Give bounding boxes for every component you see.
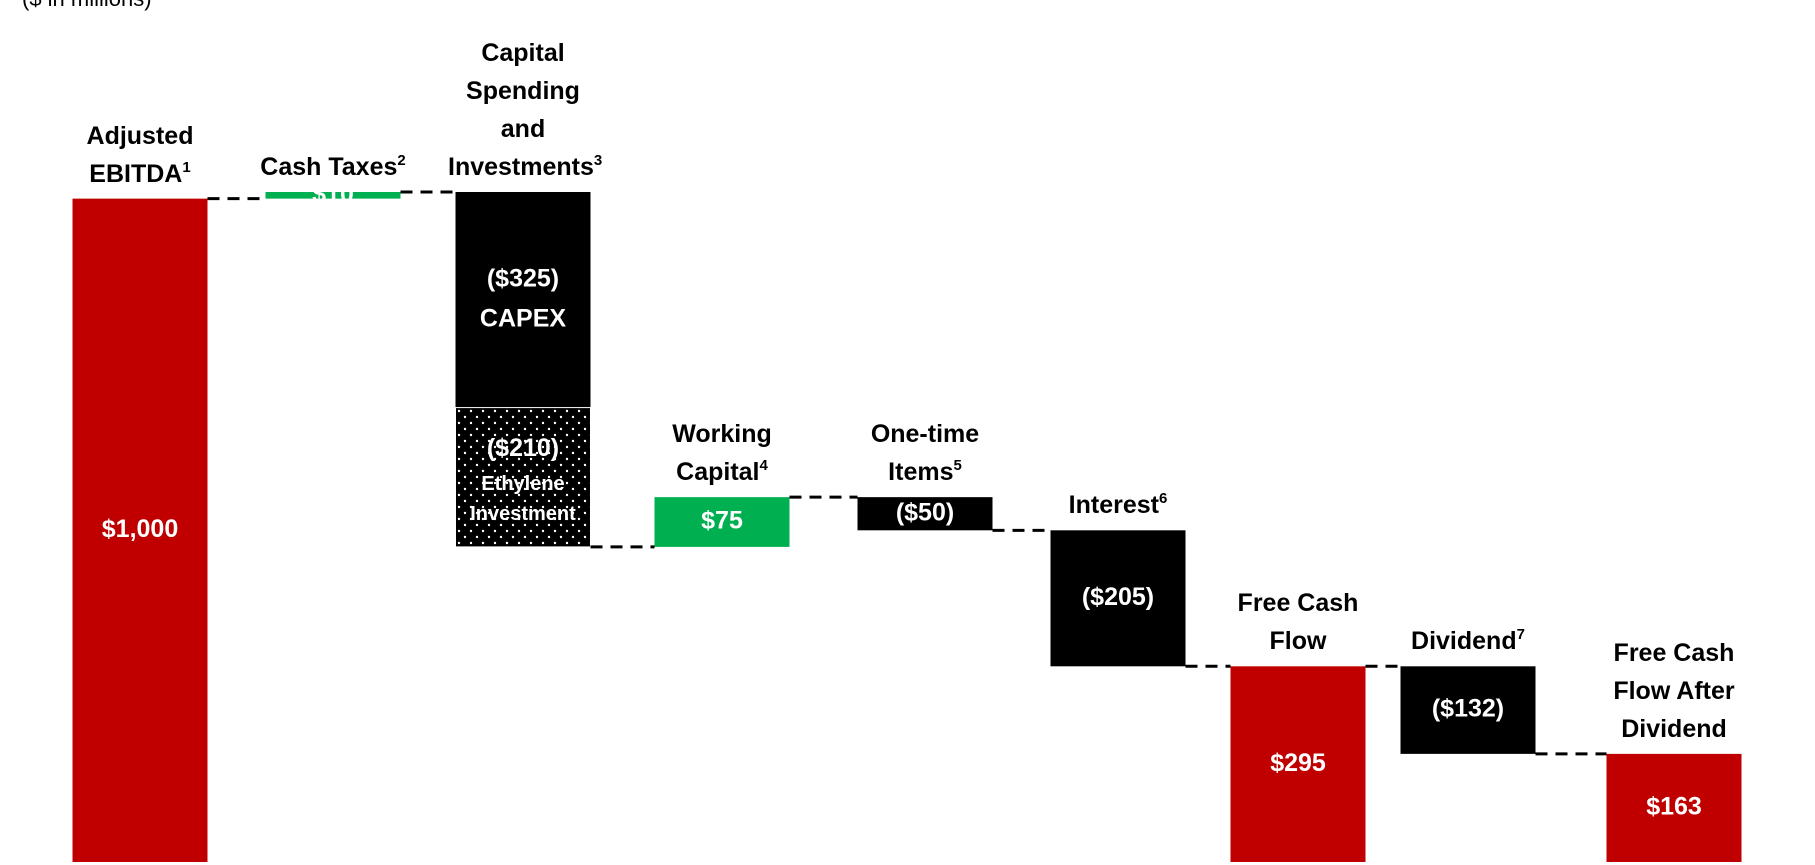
category-text: Capital Spending and Investments [448,39,594,181]
category-text: Working Capital [672,420,772,487]
category-label: Capital Spending and Investments3 [448,34,602,186]
bar-segment [857,497,993,531]
bar-segment [72,198,208,862]
value-label: $295 [1270,749,1326,777]
bar-segment [1230,666,1366,862]
value-label: ($132) [1432,695,1504,723]
value-label: $10 [312,180,354,208]
category-text: Dividend [1411,627,1517,656]
category-text: Adjusted EBITDA [86,121,194,188]
bar-segment [455,407,591,548]
segment-label: Ethylene Investment [470,474,576,526]
bar-segment [654,497,790,547]
category-label: Free Cash Flow [1223,584,1373,660]
subtitle: ($ in millions) [22,0,152,12]
category-label: Adjusted EBITDA1 [65,117,215,193]
value-label: $75 [701,507,743,535]
category-label: Free Cash Flow After Dividend [1599,634,1749,748]
category-text: Cash Taxes [260,153,398,181]
value-label: ($50) [896,498,954,526]
value-label: ($325) [487,264,559,292]
footnote-mark: 5 [953,457,962,475]
category-text: Free Cash Flow After Dividend [1613,638,1735,743]
category-text: One-time Items [870,420,980,487]
footnote-mark: 6 [1158,490,1168,508]
footnote-mark: 3 [593,152,603,169]
category-label: Dividend7 [1393,622,1543,660]
footnote-mark: 1 [182,158,191,176]
bar-segment [1606,753,1742,862]
category-label: Working Capital4 [647,415,797,491]
bar-segment [1400,666,1536,754]
bar-segment [1050,530,1186,667]
category-label: Cash Taxes2 [258,148,408,186]
category-text: Free Cash Flow [1237,589,1359,656]
bar-segment [455,192,591,408]
category-label: Interest6 [1043,486,1193,524]
value-label: $163 [1646,793,1702,821]
bar-segment [265,192,401,199]
category-label: One-time Items5 [850,415,1000,491]
footnote-mark: 7 [1516,626,1525,644]
segment-label: CAPEX [480,304,566,332]
footnote-mark: 2 [397,152,406,169]
category-text: Interest [1068,491,1159,520]
value-label: ($205) [1082,583,1154,611]
footnote-mark: 4 [759,457,768,475]
value-label: ($210) [487,434,559,462]
value-label: $1,000 [102,515,178,543]
